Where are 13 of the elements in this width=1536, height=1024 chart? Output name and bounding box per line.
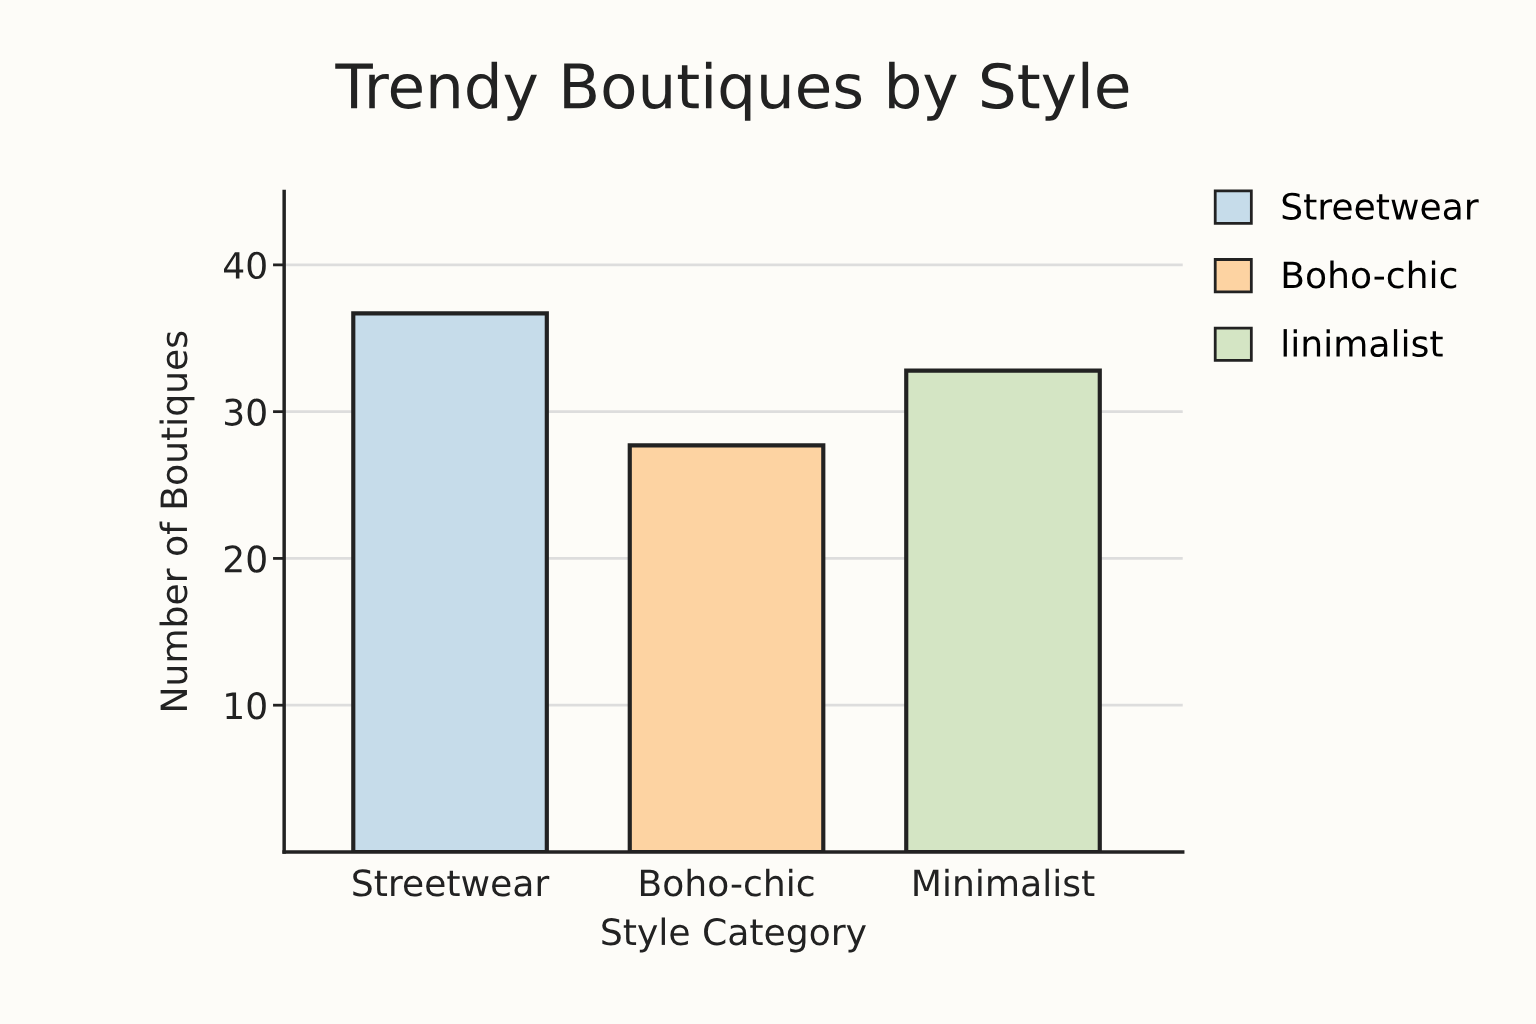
legend-label: Streetwear <box>1282 192 1479 221</box>
x-tick-label: Minimalist <box>914 868 1095 897</box>
chart-title: Trendy Boutiques by Style <box>335 61 1129 121</box>
y-axis-title: Number of Boutiques <box>159 331 195 710</box>
y-tick-label: 20 <box>224 545 266 573</box>
legend-label: linimalist <box>1283 329 1443 358</box>
y-tick-label: 10 <box>226 692 266 720</box>
x-tick-label: Boho-chic <box>640 868 814 897</box>
x-tick-label: Streetwear <box>353 869 550 897</box>
legend-label: Boho-chic <box>1283 260 1457 289</box>
x-axis-title: Style Category <box>602 917 866 953</box>
y-tick-label: 40 <box>224 251 266 280</box>
y-tick-label: 30 <box>224 398 266 426</box>
